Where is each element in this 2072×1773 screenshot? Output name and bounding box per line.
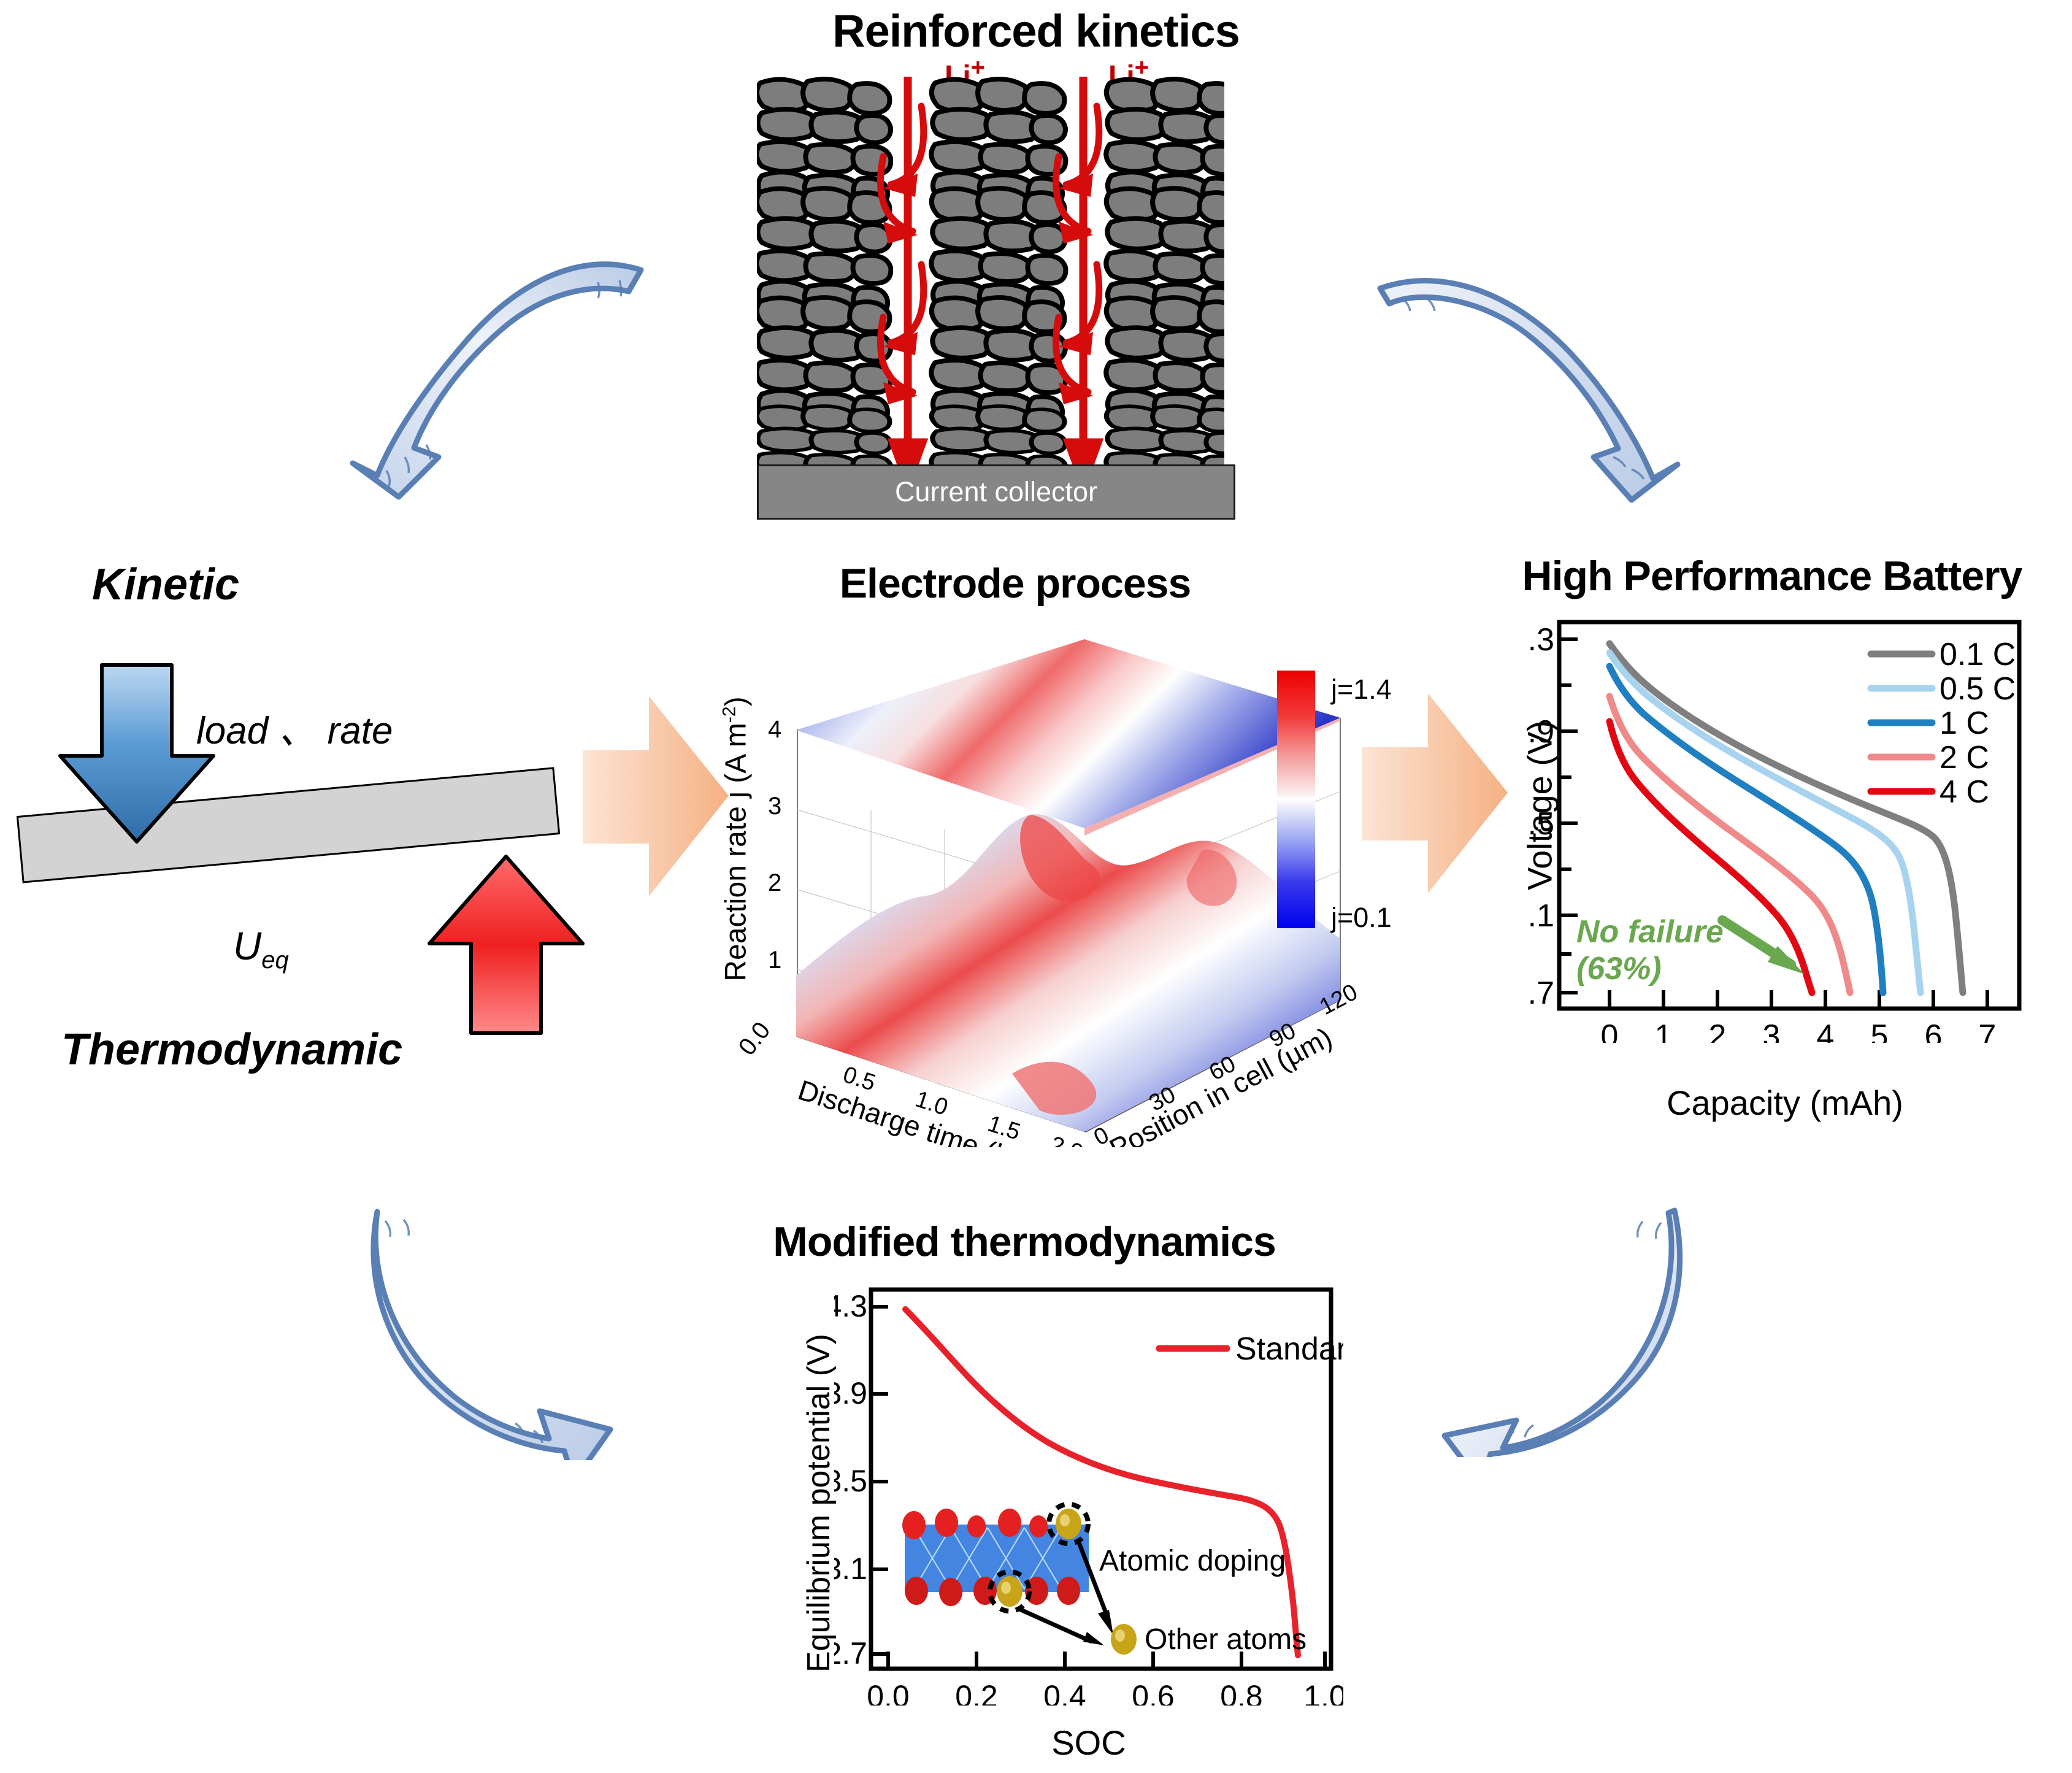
svg-text:3.1: 3.1: [1527, 898, 1554, 934]
no-failure-line1: No failure: [1576, 914, 1724, 950]
battery-discharge-chart: 4.33.9 3.53.1 2.7 01 23 45 67 0.1 C 0: [1527, 620, 2022, 1043]
svg-text:4.3: 4.3: [1527, 622, 1554, 658]
svg-text:1: 1: [768, 947, 781, 974]
arrow-kinetics-to-right: [1377, 278, 1681, 503]
svg-text:7: 7: [1979, 1018, 1997, 1043]
svg-text:2.7: 2.7: [834, 1636, 867, 1671]
arrow-balance-to-electrode: [583, 696, 729, 896]
thermodynamic-label: Thermodynamic: [61, 1025, 403, 1074]
curve-0-5c: [1606, 649, 1924, 996]
section-title-high-performance-battery: High Performance Battery: [1522, 553, 2023, 599]
svg-text:1: 1: [1655, 1018, 1673, 1043]
curve-standard: [902, 1306, 1301, 1658]
svg-text:4: 4: [1817, 1018, 1835, 1043]
equilibrium-potential-chart: 4.3 3.9 3.5 3.1 2.7 0.0 0.2 0.4 0.6 0.8 1.0 S…: [834, 1287, 1343, 1706]
svg-text:4: 4: [768, 716, 781, 743]
svg-text:3.5: 3.5: [1527, 806, 1554, 842]
electrode-process-3d-surface-plot: 4 3 2 1 0.0 0.5 1.0 1.5 2.0 0 30 60 90 1…: [734, 639, 1362, 1147]
curve-4c: [1606, 718, 1816, 996]
axis-label-capacity: Capacity (mAh): [1667, 1083, 1903, 1122]
svg-text:0.8: 0.8: [1220, 1679, 1263, 1706]
legend-label-3: 2 C: [1940, 740, 1989, 775]
ueq-main: U: [233, 924, 262, 968]
svg-text:6: 6: [1925, 1018, 1943, 1043]
no-failure-arrow: [1717, 915, 1805, 974]
svg-text:2.7: 2.7: [1527, 975, 1554, 1011]
colorbar-reaction-rate: [1277, 671, 1315, 928]
svg-text:3.9: 3.9: [1527, 714, 1554, 750]
colorbar-min-label: j=0.1: [1331, 902, 1392, 933]
curve-1c: [1606, 663, 1887, 996]
section-title-reinforced-kinetics: Reinforced kinetics: [832, 6, 1240, 56]
kinetic-factors-label: load 、 rate: [196, 710, 393, 752]
inset-label-other-atoms: Other atoms: [1145, 1623, 1307, 1656]
crystal-structure-inset: [902, 1502, 1137, 1655]
colorbar-max-label: j=1.4: [1331, 674, 1392, 705]
legend-label-0: 0.1 C: [1940, 637, 2016, 672]
current-collector-bar: Current collector: [757, 464, 1235, 520]
kinetic-down-arrow: [58, 663, 215, 844]
axis-label-voltage: Voltage (V): [1520, 720, 1559, 891]
svg-text:0: 0: [1601, 1018, 1619, 1043]
thermodynamic-up-arrow: [428, 855, 585, 1035]
no-failure-line2: (63%): [1576, 950, 1662, 986]
curve-2c: [1606, 693, 1854, 996]
svg-text:3.1: 3.1: [834, 1552, 867, 1586]
no-failure-annotation: No failure (63%): [1576, 914, 1724, 988]
svg-text:5: 5: [1871, 1018, 1889, 1043]
svg-text:2: 2: [768, 869, 781, 896]
curve-0-1c: [1606, 640, 1966, 996]
svg-text:2.0: 2.0: [1047, 1132, 1086, 1147]
arrow-thermo-from-left: [370, 1209, 613, 1460]
legend-label-2: 1 C: [1940, 706, 1989, 741]
ueq-subscript: eq: [261, 946, 289, 974]
svg-text:3.5: 3.5: [834, 1464, 867, 1498]
svg-text:1.0: 1.0: [1303, 1679, 1343, 1706]
axis-label-equilibrium-potential: Equilibrium potential (V): [801, 1333, 837, 1673]
arrow-kinetics-to-left: [350, 261, 644, 500]
axis-label-soc: SOC: [1051, 1723, 1126, 1762]
arrow-thermo-to-right: [1441, 1207, 1683, 1457]
current-collector-label: Current collector: [894, 476, 1098, 507]
section-title-electrode-process: Electrode process: [839, 560, 1192, 607]
equilibrium-potential-symbol: Ueq: [233, 923, 289, 974]
inset-label-atomic-doping: Atomic doping: [1099, 1545, 1286, 1577]
legend-label-4: 4 C: [1940, 774, 1989, 810]
svg-text:2: 2: [1709, 1018, 1727, 1043]
svg-text:0.2: 0.2: [955, 1679, 998, 1706]
svg-text:0.0: 0.0: [867, 1679, 910, 1706]
svg-text:3.9: 3.9: [834, 1376, 867, 1410]
svg-text:0.4: 0.4: [1043, 1679, 1086, 1706]
electrode-microstructure-diagram: [757, 77, 1235, 494]
legend-label-1: 0.5 C: [1940, 671, 2016, 707]
legend-label-standard: Standard: [1235, 1331, 1343, 1367]
svg-text:0.6: 0.6: [1132, 1679, 1175, 1706]
kinetic-label: Kinetic: [92, 560, 240, 609]
svg-text:3: 3: [768, 793, 781, 820]
svg-text:3: 3: [1763, 1018, 1781, 1043]
section-title-modified-thermodynamics: Modified thermodynamics: [773, 1218, 1276, 1265]
arrow-electrode-to-battery: [1362, 693, 1508, 893]
svg-text:4.3: 4.3: [834, 1289, 867, 1323]
